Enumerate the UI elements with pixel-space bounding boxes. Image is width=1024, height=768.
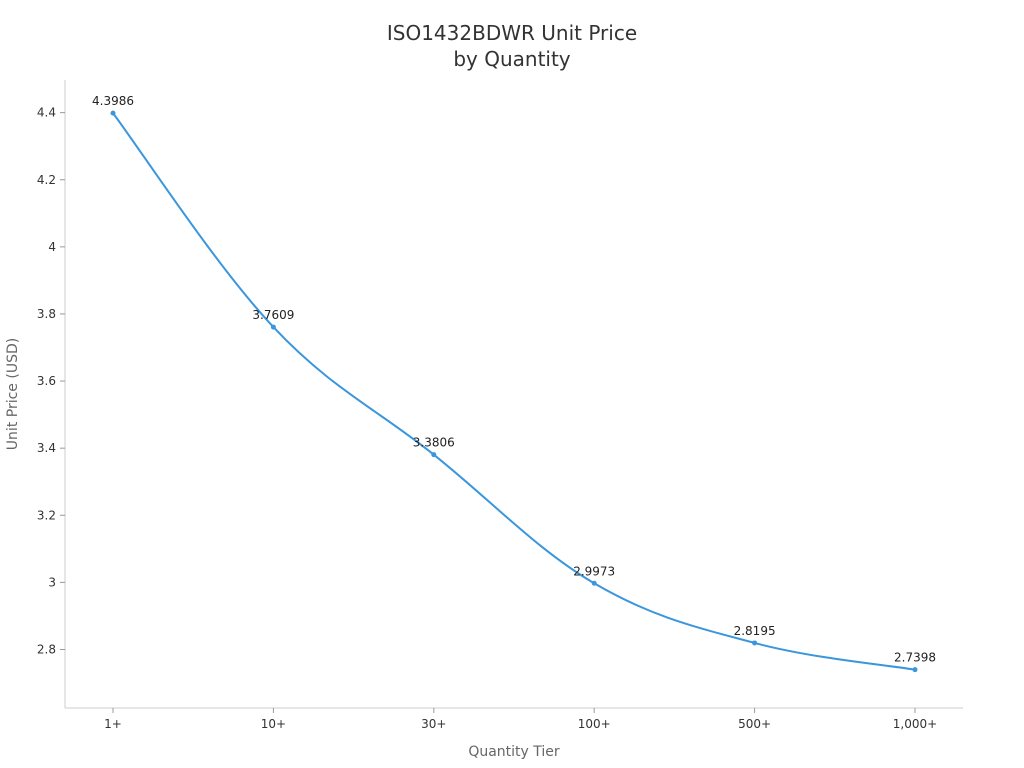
x-tick-label: 100+ [578,717,611,731]
series-line [112,112,916,671]
y-tick-label: 3.2 [37,508,56,522]
x-tick-label: 500+ [738,717,771,731]
y-tick-label: 4 [48,240,56,254]
data-label: 3.3806 [413,436,455,450]
data-point [110,110,116,116]
y-axis-title: Unit Price (USD) [5,338,21,450]
y-tick-label: 3.8 [37,307,56,321]
x-tick-label: 1+ [104,717,122,731]
x-tick-label: 1,000+ [893,717,937,731]
y-tick-label: 3 [48,575,56,589]
x-axis-title: Quantity Tier [468,744,560,760]
y-tick-label: 3.6 [37,374,56,388]
chart-title-line-2: by Quantity [453,47,570,71]
x-axis-ticks: 1+ 10+ 30+ 100+ 500+ 1,000+ [104,708,937,731]
x-tick-label: 30+ [421,717,446,731]
data-points [110,110,918,673]
data-label: 2.8195 [734,624,776,638]
data-point [752,640,758,646]
data-labels: 4.3986 3.7609 3.3806 2.9973 2.8195 2.7398 [92,94,936,665]
data-point [591,580,597,586]
data-point [431,452,437,458]
x-tick-label: 10+ [261,717,286,731]
y-tick-label: 2.8 [37,642,56,656]
data-point [912,667,918,673]
y-axis-ticks: 2.8 3 3.2 3.4 3.6 3.8 4 4.2 4.4 [37,106,65,656]
data-label: 4.3986 [92,94,134,108]
data-label: 2.9973 [573,564,615,578]
data-label: 3.7609 [252,308,294,322]
chart-title-line-1: ISO1432BDWR Unit Price [387,21,637,45]
y-tick-label: 4.4 [37,106,56,120]
data-label: 2.7398 [894,651,936,665]
y-tick-label: 4.2 [37,173,56,187]
y-tick-label: 3.4 [37,441,56,455]
data-point [270,324,276,330]
